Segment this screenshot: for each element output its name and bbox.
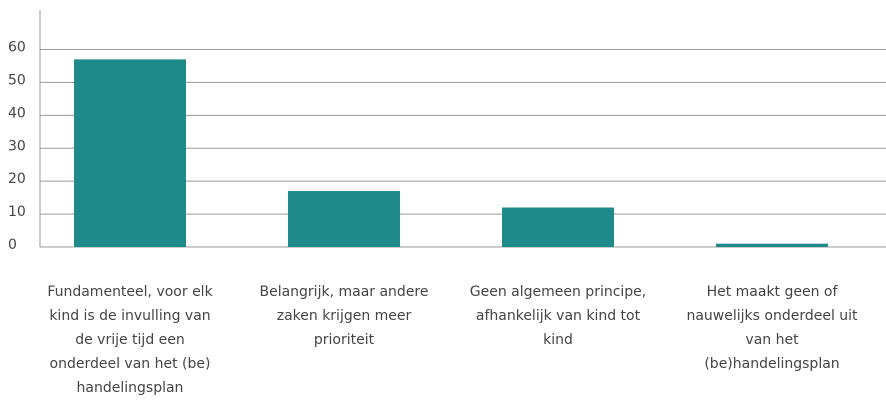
bar: [74, 59, 186, 247]
x-tick-label: Fundamenteel, voor elk kind is de invull…: [47, 284, 213, 396]
y-tick-label: 50: [8, 72, 26, 88]
y-tick-label: 30: [8, 138, 26, 154]
bar: [502, 207, 614, 247]
y-tick-label: 10: [8, 204, 26, 220]
y-tick-label: 40: [8, 105, 26, 121]
x-tick-label: Geen algemeen principe, afhankelijk van …: [469, 284, 647, 348]
x-tick-label: Het maakt geen of nauwelijks onderdeel u…: [686, 284, 858, 372]
y-tick-label: 0: [8, 237, 17, 253]
bar: [288, 191, 400, 247]
y-tick-label: 60: [8, 40, 26, 56]
bar: [716, 243, 828, 247]
y-tick-label: 20: [8, 171, 26, 187]
x-tick-label: Belangrijk, maar andere zaken krijgen me…: [259, 284, 429, 348]
